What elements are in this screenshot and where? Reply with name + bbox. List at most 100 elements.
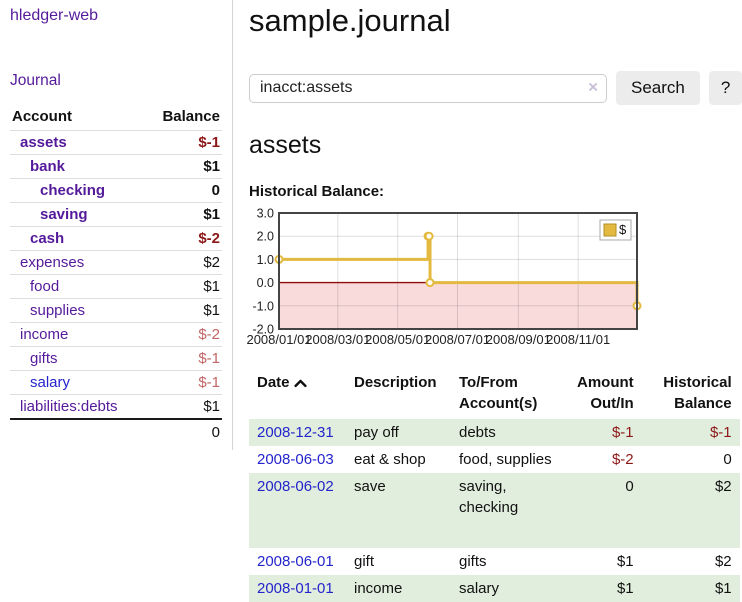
transaction-balance: $1 [641,575,740,602]
account-row: bank $1 [10,154,222,178]
register-header-row: Date Description To/From Account(s) Amou… [249,370,740,419]
search-input[interactable] [249,73,607,103]
search-form: × Search ? [249,71,742,105]
chart-heading: Historical Balance: [249,183,385,200]
account-link-saving[interactable]: saving [40,206,88,223]
register-row: 2008-12-31 pay off debts $-1 $-1 [249,419,740,446]
account-row: supplies $1 [10,298,222,322]
y-tick-label: 0.0 [257,276,274,290]
negative-region [279,282,637,329]
app-title-link[interactable]: hledger-web [10,7,99,24]
total-balance: 0 [211,423,220,441]
account-row: checking 0 [10,178,222,202]
account-link-expenses[interactable]: expenses [20,254,85,271]
transaction-amount: $-2 [611,451,634,468]
transaction-amount: 0 [569,473,642,548]
main-content: sample.journal × Search ? assets Histori… [233,0,742,602]
account-link-checking[interactable]: checking [40,182,106,199]
account-balance: $-1 [198,374,220,391]
account-row: income $-2 [10,322,222,346]
account-table-header: Account Balance [10,106,222,130]
transaction-date-link[interactable]: 2008-12-31 [257,424,334,441]
account-list: assets $-1 bank $1 checking 0 saving $1 cash $-2 e… [10,130,222,418]
amount-header: Amount Out/In [577,374,634,412]
help-button[interactable]: ? [708,71,742,105]
data-point-marker [424,231,434,241]
balance-header: Historical Balance [663,374,732,412]
transaction-date-link[interactable]: 2008-06-03 [257,451,334,468]
register-table: Date Description To/From Account(s) Amou… [249,370,740,602]
legend-label: $ [619,222,627,237]
y-tick-label: 2.0 [257,230,274,244]
x-tick-label: 2008/01/01 [246,332,311,347]
transaction-accounts: saving, checking [451,473,569,548]
x-tick-label: 2008/09/01 [486,332,551,347]
sort-ascending-icon [293,379,307,388]
transaction-date-link[interactable]: 2008-01-01 [257,580,334,597]
clear-search-icon[interactable]: × [588,77,598,97]
account-balance: $-1 [198,350,220,367]
transaction-description: gift [354,553,375,570]
plot-border [278,212,638,330]
transaction-description: eat & shop [354,451,426,468]
tofrom-header: To/From Account(s) [459,374,538,412]
account-balance: $-1 [198,134,220,151]
transaction-amount: $1 [569,575,642,602]
account-row: cash $-2 [10,226,222,250]
transaction-accounts: debts [451,419,569,446]
sidebar-item-journal[interactable]: Journal [10,72,61,89]
description-header: Description [354,374,437,391]
total-row: 0 [10,418,222,444]
account-link-assets[interactable]: assets [20,134,67,151]
account-link-income[interactable]: income [20,326,69,343]
transaction-date-link[interactable]: 2008-06-02 [257,478,334,495]
y-tick-label: 3.0 [257,207,274,221]
account-link-cash[interactable]: cash [30,230,65,247]
transaction-accounts: food, supplies [459,451,552,468]
account-link-salary[interactable]: salary [30,374,71,391]
legend-swatch [603,223,617,237]
data-point-marker [425,278,435,288]
account-row: food $1 [10,274,222,298]
transaction-balance: $2 [714,553,732,570]
transaction-accounts: salary [451,575,569,602]
x-tick-label: 2008/07/01 [425,332,490,347]
balance-column-header: Balance [162,108,220,125]
account-balance-table: Account Balance assets $-1 bank $1 checking 0… [10,106,222,444]
transaction-description: save [346,473,451,548]
x-tick-label: 2008/03/01 [305,332,370,347]
account-row: assets $-1 [10,130,222,154]
account-balance: $1 [203,302,220,319]
account-row: salary $-1 [10,370,222,394]
account-link-bank[interactable]: bank [30,158,66,175]
x-tick-label: 2008/11/01 [546,332,610,347]
account-balance: $1 [203,278,220,295]
historical-balance-chart: $3.0 2.0 1.0 0.0 -1.0 -2.02008/01/012008/03/0… [246,207,642,347]
account-balance: $-2 [198,230,220,247]
register-row: 2008-06-02 save saving, checking 0 $2 [249,473,740,548]
search-input-wrap: × [249,73,607,103]
transaction-description: pay off [346,419,451,446]
account-link-supplies[interactable]: supplies [30,302,86,319]
account-row: saving $1 [10,202,222,226]
account-balance: $-2 [198,326,220,343]
transaction-amount: $1 [616,553,634,570]
account-link-food[interactable]: food [30,278,60,295]
register-row: 2008-06-03 eat & shop food, supplies $-2 0 [249,446,740,473]
transaction-accounts: gifts [459,553,487,570]
account-link-liabilities-debts[interactable]: liabilities:debts [20,398,118,415]
page-title: sample.journal [249,3,451,38]
account-balance: $1 [203,158,220,175]
account-link-gifts[interactable]: gifts [30,350,58,367]
sort-by-date-header[interactable]: Date [249,370,346,419]
transaction-date-link[interactable]: 2008-06-01 [257,553,334,570]
account-balance: $1 [203,398,220,415]
account-balance: $2 [203,254,220,271]
y-tick-label: 1.0 [257,253,274,267]
date-header-label: Date [257,374,290,391]
search-button[interactable]: Search [616,71,700,105]
account-row: liabilities:debts $1 [10,394,222,418]
account-heading: assets [249,131,322,159]
x-tick-label: 2008/05/01 [365,332,430,347]
